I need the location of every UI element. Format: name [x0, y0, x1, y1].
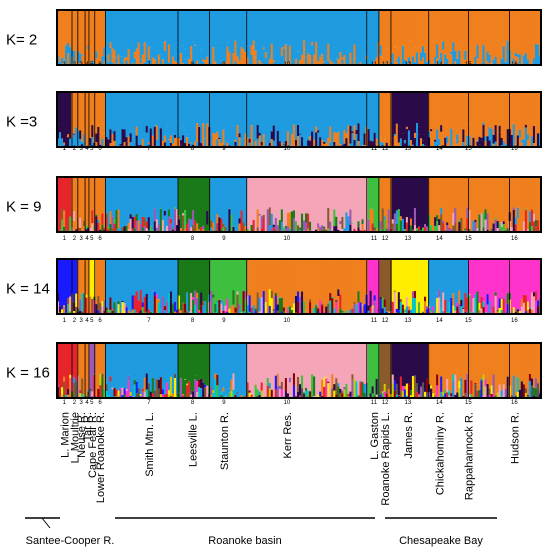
population-number: 3 — [80, 400, 84, 406]
population-number: 10 — [284, 400, 291, 406]
population-number: 1 — [63, 318, 67, 324]
region-label: Chesapeake Bay — [399, 535, 483, 547]
population-number: 12 — [382, 146, 389, 152]
population-number: 10 — [284, 236, 291, 242]
population-number: 14 — [436, 236, 443, 242]
population-name: Roanoke Rapids L. — [380, 412, 392, 506]
population-number: 14 — [436, 400, 443, 406]
population-number: 2 — [73, 236, 77, 242]
population-name: Rappahannock R. — [463, 412, 475, 500]
population-name: Leesville L. — [188, 412, 200, 467]
population-number: 12 — [382, 236, 389, 242]
population-number: 13 — [405, 318, 412, 324]
population-number: 11 — [371, 62, 378, 68]
population-number: 10 — [284, 146, 291, 152]
population-number: 13 — [405, 400, 412, 406]
region-label: Roanoke basin — [208, 535, 281, 547]
population-name: Hudson R. — [509, 412, 521, 464]
population-number: 2 — [73, 400, 77, 406]
population-number: 15 — [465, 146, 472, 152]
population-number: 16 — [511, 318, 518, 324]
population-number: 15 — [465, 318, 472, 324]
population-name: Smith Mtn. L. — [144, 412, 156, 477]
region-label: Santee-Cooper R. — [26, 535, 115, 547]
population-number: 6 — [98, 318, 102, 324]
population-number: 12 — [382, 400, 389, 406]
region-leader — [42, 518, 50, 528]
population-number: 16 — [511, 400, 518, 406]
population-number: 8 — [191, 236, 195, 242]
population-name: James R. — [403, 412, 415, 458]
population-number: 8 — [191, 318, 195, 324]
panel-label: K = 14 — [6, 281, 50, 298]
population-number: 1 — [63, 236, 67, 242]
population-number: 9 — [222, 236, 226, 242]
population-number: 15 — [465, 62, 472, 68]
population-number: 7 — [147, 236, 151, 242]
population-number: 16 — [511, 236, 518, 242]
population-name: Lower Roanoke R. — [95, 412, 107, 503]
population-number: 16 — [511, 62, 518, 68]
population-number: 13 — [405, 62, 412, 68]
population-number: 5 — [90, 400, 94, 406]
population-number: 5 — [90, 236, 94, 242]
population-number: 7 — [147, 400, 151, 406]
population-number: 4 — [85, 236, 89, 242]
population-name: Staunton R. — [219, 412, 231, 470]
population-number: 12 — [382, 318, 389, 324]
population-number: 11 — [371, 146, 378, 152]
population-name: Chickahominy R. — [434, 412, 446, 495]
population-number: 12 — [382, 62, 389, 68]
population-name: Kerr Res. — [282, 412, 294, 458]
population-number: 3 — [80, 236, 84, 242]
population-number: 5 — [90, 318, 94, 324]
population-number: 14 — [436, 146, 443, 152]
population-number: 8 — [191, 400, 195, 406]
population-number: 1 — [63, 400, 67, 406]
population-number: 9 — [222, 318, 226, 324]
population-number: 11 — [371, 318, 378, 324]
population-number: 3 — [80, 318, 84, 324]
population-number: 15 — [465, 236, 472, 242]
population-number: 13 — [405, 146, 412, 152]
panel-label: K= 2 — [6, 32, 37, 49]
population-number: 13 — [405, 236, 412, 242]
population-number: 2 — [73, 318, 77, 324]
population-number: 6 — [98, 400, 102, 406]
population-number: 9 — [222, 400, 226, 406]
population-number: 16 — [511, 146, 518, 152]
population-number: 11 — [371, 400, 378, 406]
panel-label: K = 16 — [6, 365, 50, 382]
population-number: 10 — [284, 318, 291, 324]
population-number: 7 — [147, 318, 151, 324]
population-number: 10 — [284, 62, 291, 68]
panel-label: K = 9 — [6, 199, 41, 216]
population-number: 15 — [465, 400, 472, 406]
population-number: 4 — [85, 318, 89, 324]
population-number: 4 — [85, 400, 89, 406]
population-number: 11 — [371, 236, 378, 242]
population-number: 6 — [98, 236, 102, 242]
population-number: 14 — [436, 62, 443, 68]
population-number: 14 — [436, 318, 443, 324]
panel-label: K =3 — [6, 114, 37, 131]
